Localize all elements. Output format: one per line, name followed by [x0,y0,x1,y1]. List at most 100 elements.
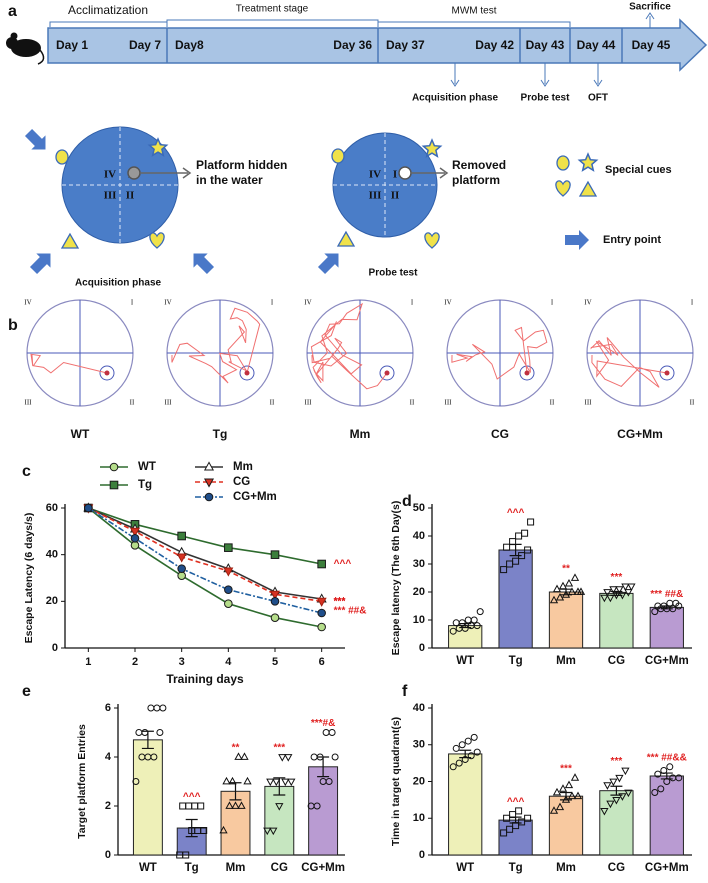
track-quadrant: II [550,399,555,407]
x-tick-label: 5 [272,656,278,668]
marker [570,573,580,581]
track-platform [379,365,395,381]
marker [660,766,668,774]
arrow-head [450,79,460,87]
marker [657,785,665,793]
swim-track [310,302,388,390]
text-line: in the water [196,173,263,187]
marker [518,552,526,560]
marker [316,753,324,761]
y-tick-label: 40 [46,549,58,561]
marker [555,802,565,811]
track-group: CG+Mm [617,427,663,441]
cue-star [421,138,443,158]
cue-triangle [60,232,80,249]
y-tick-label: 10 [413,812,425,824]
cue-star [577,152,599,172]
marker [156,729,164,736]
y-tick-label: 20 [413,775,425,787]
marker [524,546,532,554]
entry-arrow [24,128,46,150]
track-quadrant: IV [164,299,171,307]
marker [500,829,508,837]
marker [609,586,618,594]
panel-label: b [8,317,18,334]
marker [317,608,326,618]
swim-track [451,326,548,380]
panel-label: c [22,463,31,480]
marker [615,586,624,594]
marker [509,811,517,819]
y-axis-label: Target platform Entries [76,724,88,839]
cue-heart [149,232,165,249]
y-tick-label: 0 [419,642,425,654]
x-tick-label: Tg [185,862,199,874]
x-tick-label: 3 [179,656,185,668]
track-quadrant: II [690,399,695,407]
entry-arrow [565,230,589,250]
day-label: Day8 [175,38,204,52]
significance: *** [611,572,623,583]
arrow-head [593,79,603,87]
marker [458,741,466,749]
phase-caption: Acquisition phase [75,278,162,289]
significance: ** [232,743,240,754]
marker [455,759,463,767]
marker [561,590,571,598]
marker [147,704,155,712]
panel-label: a [8,3,17,20]
significance: *** [334,597,346,608]
track-quadrant: I [271,299,274,307]
bar [649,606,684,649]
y-tick-label: 20 [413,586,425,598]
platform [398,166,412,180]
marker [527,518,535,526]
marker [470,733,478,741]
x-tick-label: WT [139,862,157,874]
marker [470,616,478,624]
track-quadrant: I [551,299,554,307]
legend-label: Mm [233,461,253,473]
marker [109,462,119,472]
bar [308,766,339,856]
arrow-head [439,167,449,179]
significance: *** [611,756,623,767]
marker [603,782,612,790]
marker [197,802,205,810]
day-label: Day 1 [56,38,88,52]
phase-label: OFT [588,93,608,104]
marker [449,627,457,635]
marker [225,801,234,809]
error-bar [273,777,286,796]
swim-track [30,353,108,374]
cue-heart [424,232,440,249]
marker [240,752,249,760]
marker [177,531,186,541]
marker [204,492,214,502]
marker [449,763,457,771]
x-tick-label: CG+Mm [645,655,689,667]
marker [325,778,333,785]
marker [503,814,511,822]
quadrant-label: IV [104,169,116,181]
marker [549,595,559,604]
marker [515,807,523,815]
mouse-icon [6,32,45,65]
marker [223,567,234,577]
marker [606,800,615,809]
stage-bracket [49,21,168,27]
marker [461,755,469,763]
track-end [244,370,250,376]
y-tick-label: 50 [413,502,425,514]
cue-triangle [578,180,598,197]
track-end [104,370,110,376]
marker [177,571,186,580]
x-tick-label: CG [608,862,625,874]
track-quadrant: III [165,399,173,407]
marker [573,791,583,800]
swim-track [171,307,261,384]
y-tick-label: 2 [105,800,111,812]
marker [500,566,508,574]
bar [548,591,584,649]
significance: *** [334,596,346,607]
